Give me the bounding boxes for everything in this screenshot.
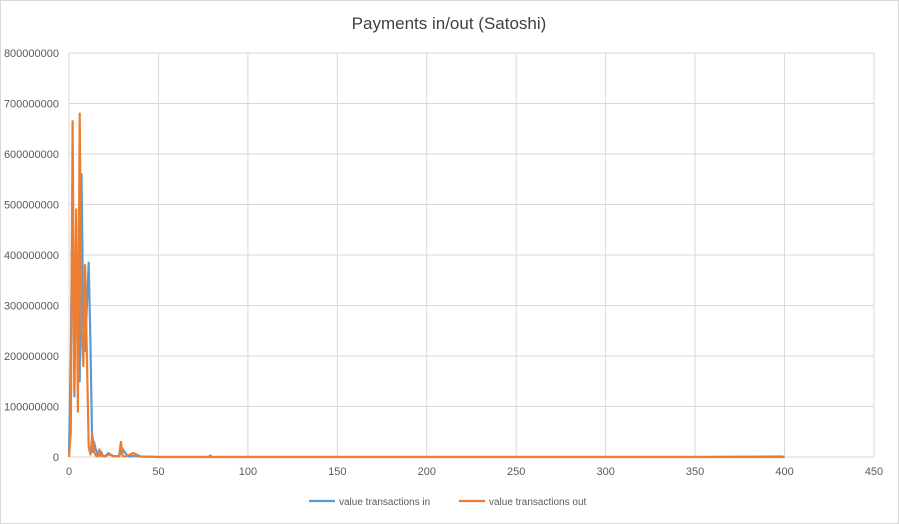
x-tick-label: 150 [328,466,346,478]
y-tick-label: 300000000 [4,301,59,313]
x-axis-ticks: 0 50 100 150 200 250 300 350 400 450 [66,466,883,478]
y-tick-label: 400000000 [4,250,59,262]
x-tick-label: 350 [686,466,704,478]
y-tick-label: 100000000 [4,402,59,414]
y-tick-label: 0 [53,452,59,464]
legend: value transactions in value transactions … [309,497,587,508]
y-tick-label: 700000000 [4,99,59,111]
x-tick-label: 450 [865,466,883,478]
legend-label: value transactions in [339,497,430,508]
x-tick-label: 250 [507,466,525,478]
x-tick-label: 0 [66,466,72,478]
legend-label: value transactions out [489,497,587,508]
x-tick-label: 300 [596,466,614,478]
y-tick-label: 800000000 [4,48,59,60]
x-tick-label: 100 [239,466,257,478]
y-tick-label: 200000000 [4,351,59,363]
gridlines [68,52,875,458]
y-tick-label: 500000000 [4,200,59,212]
series-lines [67,112,785,459]
series-line-out [67,112,785,459]
x-tick-label: 50 [152,466,164,478]
x-tick-label: 400 [775,466,793,478]
y-axis-ticks: 0 100000000 200000000 300000000 400000000 500… [4,48,59,464]
x-tick-label: 200 [418,466,436,478]
y-tick-label: 600000000 [4,149,59,161]
chart-title: Payments in/out (Satoshi) [352,14,547,33]
